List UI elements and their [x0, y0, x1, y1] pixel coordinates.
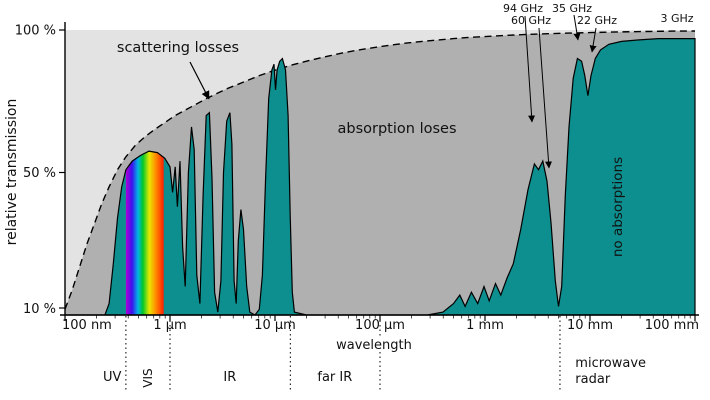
annotation-label: 35 GHz	[552, 2, 592, 15]
annotation-arrow	[573, 14, 581, 41]
band-label: microwave	[575, 356, 646, 371]
annotation-arrow	[538, 27, 553, 169]
no-absorptions-label: no absorptions	[610, 157, 626, 257]
x-axis-title-backdrop	[335, 337, 415, 352]
band-label: IR	[223, 370, 236, 385]
annotation-label: 3 GHz	[660, 12, 693, 25]
y-tick-label: 50 %	[23, 166, 56, 181]
band-label: far IR	[317, 370, 352, 385]
annotation-label: 22 GHz	[577, 14, 617, 27]
annotation-arrow	[589, 27, 597, 53]
x-tick-label: 10 µm	[254, 318, 296, 333]
transmission-windows-shape	[65, 38, 695, 315]
scattering-losses-arrow	[189, 61, 210, 100]
annotation-arrow	[524, 15, 536, 123]
x-tick-label: 100 nm	[62, 318, 112, 333]
x-tick-label: 100 mm	[645, 318, 699, 333]
band-label: radar	[575, 372, 611, 387]
y-tick-label: 10 %	[23, 302, 56, 317]
y-tick-label: 100 %	[15, 24, 56, 39]
absorption-losses-label: absorption loses	[338, 121, 457, 137]
band-label: UV	[103, 370, 122, 385]
x-tick-label: 10 mm	[567, 318, 613, 333]
scattering-dashed-curve	[64, 30, 696, 310]
annotation-label: 94 GHz	[503, 2, 543, 15]
y-axis-title: relative transmission	[4, 99, 20, 246]
annotation-label: 60 GHz	[511, 14, 551, 27]
x-tick-label: 1 mm	[466, 318, 504, 333]
transmission-windows-outline	[65, 38, 696, 316]
band-label: VIS	[141, 368, 155, 387]
x-axis-title: wavelength	[336, 338, 412, 353]
scattering-losses-label: scattering losses	[117, 40, 239, 56]
